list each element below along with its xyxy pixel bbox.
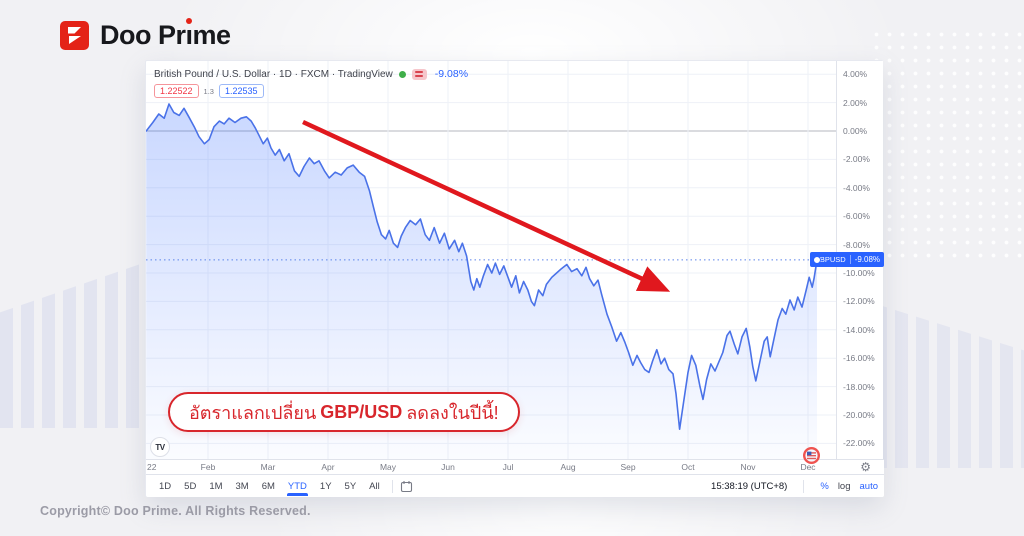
range-button-1m[interactable]: 1M bbox=[209, 480, 223, 492]
tradingview-chart-card: British Pound / U.S. Dollar · 1D · FXCM … bbox=[145, 60, 885, 497]
x-axis-label: Jun bbox=[441, 462, 455, 472]
range-button-3m[interactable]: 3M bbox=[235, 480, 249, 492]
range-button-1y[interactable]: 1Y bbox=[319, 480, 332, 492]
y-axis-label: 2.00% bbox=[843, 97, 868, 108]
range-button-ytd[interactable]: YTD bbox=[283, 478, 312, 496]
y-axis-label: -22.00% bbox=[843, 438, 875, 449]
doo-prime-logo-text: Doo Pr ı me bbox=[100, 20, 231, 51]
buy-price-button[interactable]: 1.22535 bbox=[218, 84, 264, 98]
annotation-pill: อัตราแลกเปลี่ยน GBP/USD ลดลงในปีนี้! bbox=[168, 392, 520, 432]
y-axis-label: -10.00% bbox=[843, 268, 875, 278]
last-price-marker bbox=[813, 255, 821, 264]
spread-label: 1.3 bbox=[203, 86, 214, 96]
x-axis-label: Feb bbox=[200, 462, 216, 472]
y-axis-label: 0.00% bbox=[843, 126, 868, 136]
x-axis-label: Jul bbox=[502, 462, 514, 472]
calendar-icon[interactable] bbox=[400, 480, 413, 493]
sell-price-button[interactable]: 1.22522 bbox=[154, 84, 199, 98]
tradingview-logo[interactable]: TV bbox=[150, 437, 170, 457]
auto-scale-button[interactable]: auto bbox=[859, 480, 879, 492]
x-axis-label: 22 bbox=[147, 462, 157, 472]
log-scale-button[interactable]: log bbox=[837, 480, 851, 492]
y-axis-label: 4.00% bbox=[843, 69, 868, 80]
last-price-badge: GBPUSD -9.08% bbox=[810, 252, 885, 268]
chart-legend: British Pound / U.S. Dollar · 1D · FXCM … bbox=[154, 68, 468, 98]
delayed-data-icon[interactable] bbox=[411, 68, 427, 80]
range-button-all[interactable]: All bbox=[369, 480, 380, 492]
toolbar-divider bbox=[391, 479, 393, 493]
y-axis-label: -16.00% bbox=[843, 353, 875, 364]
change-percent-label: -9.08% bbox=[434, 68, 469, 80]
copyright-text: Copyright© Doo Prime. All Rights Reserve… bbox=[40, 504, 311, 518]
y-axis-label: -20.00% bbox=[843, 410, 875, 420]
badge-divider bbox=[849, 255, 851, 265]
background-dot-pattern bbox=[870, 28, 1022, 260]
market-status-icon bbox=[398, 70, 406, 78]
y-axis-label: -2.00% bbox=[843, 154, 870, 165]
badge-symbol: GBPUSD bbox=[814, 255, 846, 265]
x-axis-label: Mar bbox=[260, 462, 276, 472]
annotation-text-post: ลดลงในปีนี้! bbox=[406, 402, 499, 423]
range-button-6m[interactable]: 6M bbox=[261, 480, 275, 492]
gear-icon[interactable]: ⚙ bbox=[860, 460, 871, 474]
us-flag-icon[interactable] bbox=[802, 446, 821, 469]
x-axis-label: Sep bbox=[620, 462, 636, 472]
chart-title: British Pound / U.S. Dollar · 1D · FXCM … bbox=[154, 68, 393, 80]
annotation-text-pair: GBP/USD bbox=[320, 401, 403, 422]
clock-label[interactable]: 15:38:19 (UTC+8) bbox=[711, 480, 788, 492]
x-axis-label: May bbox=[379, 462, 397, 472]
doo-prime-logo-icon bbox=[60, 21, 89, 50]
x-axis-label: Oct bbox=[681, 462, 695, 472]
y-axis-label: -18.00% bbox=[843, 381, 875, 392]
range-buttons: 1D 5D 1M 3M 6M YTD 1Y 5Y All bbox=[154, 478, 385, 496]
range-button-5y[interactable]: 5Y bbox=[344, 480, 357, 492]
logo-text-b: me bbox=[192, 20, 232, 50]
y-axis-label: -14.00% bbox=[843, 324, 875, 335]
time-axis[interactable]: ⚙ 22 Feb Mar Apr May Jun Jul Aug Sep Oct Nov Dec bbox=[146, 446, 884, 474]
range-button-1d[interactable]: 1D bbox=[159, 480, 172, 492]
toolbar-right: 15:38:19 (UTC+8) % log auto bbox=[711, 479, 879, 493]
y-axis-label: -8.00% bbox=[843, 239, 870, 250]
percent-scale-button[interactable]: % bbox=[820, 480, 829, 492]
logo-arrow-glyph bbox=[68, 27, 81, 44]
price-axis[interactable]: GBPUSD -9.08% 4.00% 2.00% 0.00% -2.00% -4.00… bbox=[810, 61, 885, 459]
annotation-text-pre: อัตราแลกเปลี่ยน bbox=[189, 402, 317, 423]
x-axis-label: Dec bbox=[800, 462, 816, 472]
y-axis-label: -4.00% bbox=[843, 182, 870, 193]
chart-plot-area[interactable]: British Pound / U.S. Dollar · 1D · FXCM … bbox=[146, 61, 836, 459]
logo-text-a: Doo Pr bbox=[100, 20, 186, 50]
x-axis-label: Aug bbox=[560, 462, 576, 472]
toolbar-divider-2 bbox=[803, 479, 805, 493]
logo-text-i: ı bbox=[185, 20, 194, 50]
doo-prime-logo: Doo Pr ı me bbox=[60, 20, 231, 51]
background-bars-right bbox=[874, 303, 1024, 468]
x-axis-label: Apr bbox=[321, 462, 335, 472]
chart-toolbar: 1D 5D 1M 3M 6M YTD 1Y 5Y All 15:38:19 (UTC+8) % … bbox=[146, 474, 884, 497]
range-button-5d[interactable]: 5D bbox=[184, 480, 197, 492]
badge-value: -9.08% bbox=[854, 255, 881, 265]
y-axis-label: -12.00% bbox=[843, 296, 875, 307]
y-axis-label: -6.00% bbox=[843, 211, 870, 222]
x-axis-label: Nov bbox=[740, 462, 756, 472]
background-bars-left bbox=[0, 261, 148, 428]
